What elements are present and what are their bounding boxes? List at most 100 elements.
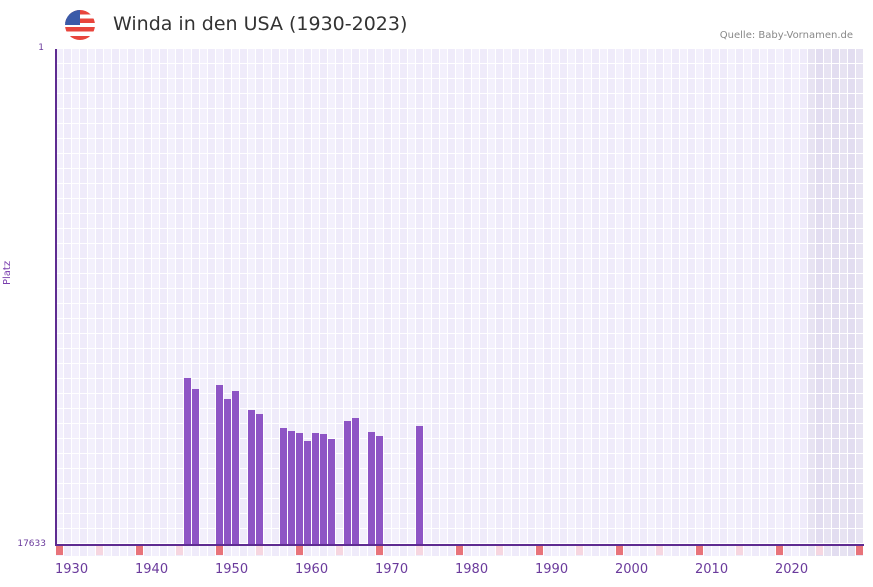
grid-column [736, 49, 743, 556]
grid-column [768, 49, 775, 556]
grid-column [336, 49, 343, 556]
grid-column [720, 49, 727, 556]
x-tick-2000: 2000 [615, 562, 649, 577]
grid-column [272, 49, 279, 556]
y-axis [55, 49, 57, 545]
grid-column [568, 49, 575, 556]
grid-column [120, 49, 127, 556]
grid-column [800, 49, 807, 556]
bar-1951[interactable] [224, 399, 231, 545]
grid-column [192, 49, 199, 556]
grid-column [224, 49, 231, 556]
bar-1975[interactable] [416, 425, 423, 545]
half-decade-marker [576, 545, 583, 555]
decade-marker [136, 545, 143, 555]
half-decade-marker [656, 545, 663, 555]
grid-column [80, 49, 87, 556]
bar-1970[interactable] [376, 435, 383, 545]
grid-column [400, 49, 407, 556]
bar-1958[interactable] [280, 428, 287, 545]
grid-column [560, 49, 567, 556]
grid-column [448, 49, 455, 556]
grid-column [144, 49, 151, 556]
grid-column [304, 49, 311, 556]
grid-column [344, 49, 351, 556]
grid-column [712, 49, 719, 556]
bar-1963[interactable] [320, 433, 327, 545]
grid-column [816, 49, 823, 556]
bar-1960[interactable] [296, 432, 303, 545]
grid-column [792, 49, 799, 556]
bar-1946[interactable] [184, 378, 191, 545]
grid-column [488, 49, 495, 556]
grid-column [592, 49, 599, 556]
bar-1961[interactable] [304, 441, 311, 545]
grid-column [512, 49, 519, 556]
bar-1959[interactable] [288, 430, 295, 545]
bar-1950[interactable] [216, 385, 223, 545]
grid-column [640, 49, 647, 556]
grid-column [656, 49, 663, 556]
grid-column [128, 49, 135, 556]
grid-column [160, 49, 167, 556]
bar-1955[interactable] [256, 413, 263, 545]
x-tick-1930: 1930 [55, 562, 89, 577]
grid-column [320, 49, 327, 556]
grid-column [688, 49, 695, 556]
grid-column [232, 49, 239, 556]
y-tick-top: 1 [38, 43, 44, 53]
grid-column [368, 49, 375, 556]
grid-column [472, 49, 479, 556]
grid-column [544, 49, 551, 556]
grid-column [600, 49, 607, 556]
grid-column [104, 49, 111, 556]
bar-1952[interactable] [232, 391, 239, 545]
grid-column [72, 49, 79, 556]
grid-column [328, 49, 335, 556]
chart-title: Winda in den USA (1930-2023) [113, 13, 408, 35]
half-decade-marker [496, 545, 503, 555]
grid-column [184, 49, 191, 556]
bar-1954[interactable] [248, 410, 255, 545]
half-decade-marker [96, 545, 103, 555]
bar-1947[interactable] [192, 389, 199, 545]
grid-column [200, 49, 207, 556]
decade-marker [616, 545, 623, 555]
grid [56, 49, 864, 556]
grid-column [280, 49, 287, 556]
x-tick-1960: 1960 [295, 562, 329, 577]
grid-column [576, 49, 583, 556]
grid-column [432, 49, 439, 556]
grid-column [352, 49, 359, 556]
grid-column [664, 49, 671, 556]
grid-column [56, 49, 63, 556]
half-decade-marker [336, 545, 343, 555]
decade-marker [776, 545, 783, 555]
grid-column [824, 49, 831, 556]
grid-column [168, 49, 175, 556]
grid-column [288, 49, 295, 556]
grid-column [360, 49, 367, 556]
x-tick-2010: 2010 [695, 562, 729, 577]
x-tick-2020: 2020 [775, 562, 809, 577]
grid-column [616, 49, 623, 556]
x-tick-1940: 1940 [135, 562, 169, 577]
bar-1969[interactable] [368, 431, 375, 545]
grid-column [112, 49, 119, 556]
grid-column [456, 49, 463, 556]
grid-column [384, 49, 391, 556]
grid-column [520, 49, 527, 556]
grid-column [776, 49, 783, 556]
bar-1964[interactable] [328, 439, 335, 545]
bar-1962[interactable] [312, 432, 319, 545]
grid-column [376, 49, 383, 556]
decade-marker [296, 545, 303, 555]
x-axis [55, 544, 864, 546]
decade-marker [56, 545, 63, 555]
grid-column [848, 49, 855, 556]
bar-1967[interactable] [352, 417, 359, 545]
bar-1966[interactable] [344, 421, 351, 545]
us-flag-icon [65, 10, 95, 40]
grid-column [672, 49, 679, 556]
grid-column [528, 49, 535, 556]
